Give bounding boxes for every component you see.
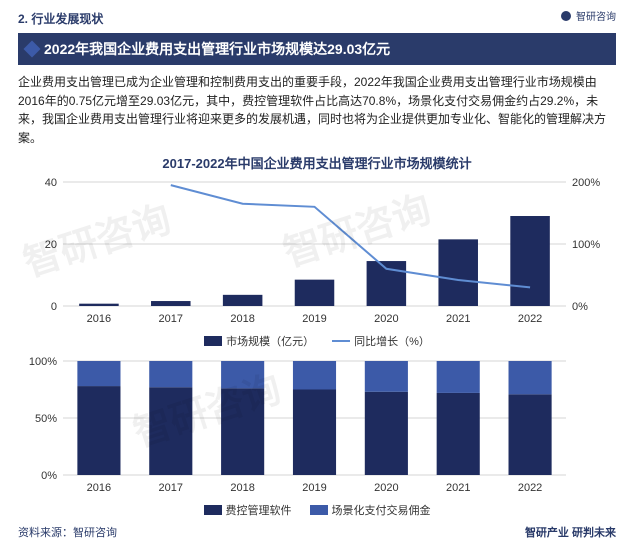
svg-text:2022: 2022 (518, 482, 542, 494)
combo-chart: 0 20 40 0% 100% 200% 2016 2017 2018 2019 2020 2021 2… (18, 176, 616, 326)
report-page: 智研咨询 智研咨询 智研咨询 2. 行业发展现状 智研咨询 2022年我国企业费… (0, 0, 634, 554)
svg-text:2017: 2017 (159, 482, 183, 494)
tagline: 智研产业 研判未来 (525, 524, 616, 540)
svg-text:2016: 2016 (87, 313, 111, 325)
svg-text:40: 40 (45, 177, 57, 189)
svg-text:2018: 2018 (230, 482, 254, 494)
title-bar: 2022年我国企业费用支出管理行业市场规模达29.03亿元 (18, 33, 616, 65)
svg-text:2021: 2021 (446, 313, 470, 325)
stacked-chart: 0% 50% 100% 2016 2017 2018 2019 2020 2021 2022 (18, 355, 616, 495)
svg-text:2018: 2018 (230, 313, 254, 325)
svg-text:200%: 200% (572, 177, 600, 189)
svg-text:2021: 2021 (446, 482, 470, 494)
legend-line: 同比增长（%） (354, 333, 430, 349)
svg-text:2022: 2022 (518, 313, 542, 325)
svg-text:2019: 2019 (302, 482, 326, 494)
body-text: 企业费用支出管理已成为企业管理和控制费用支出的重要手段，2022年我国企业费用支… (18, 73, 616, 147)
svg-text:2020: 2020 (374, 313, 398, 325)
svg-text:2020: 2020 (374, 482, 398, 494)
title-text: 2022年我国企业费用支出管理行业市场规模达29.03亿元 (44, 39, 390, 59)
svg-text:2016: 2016 (87, 482, 111, 494)
svg-text:50%: 50% (35, 413, 57, 425)
svg-text:2017: 2017 (159, 313, 183, 325)
svg-text:20: 20 (45, 239, 57, 251)
legend-seg2: 场景化支付交易佣金 (332, 502, 431, 518)
brand-name: 智研咨询 (576, 8, 616, 23)
svg-text:100%: 100% (572, 239, 600, 251)
footer: 资料来源：智研咨询 智研产业 研判未来 (18, 524, 616, 540)
svg-text:0%: 0% (572, 301, 588, 313)
legend-bar: 市场规模（亿元） (226, 333, 314, 349)
svg-text:0%: 0% (41, 470, 57, 482)
diamond-icon (24, 41, 41, 58)
chart1-legend: 市场规模（亿元） 同比增长（%） (18, 333, 616, 349)
brand-logo-top: 智研咨询 (560, 8, 616, 23)
section-label: 2. 行业发展现状 (18, 10, 616, 27)
chart1-title: 2017-2022年中国企业费用支出管理行业市场规模统计 (18, 153, 616, 172)
legend-seg1: 费控管理软件 (226, 502, 292, 518)
svg-text:0: 0 (51, 301, 57, 313)
source-text: 资料来源：智研咨询 (18, 524, 117, 540)
svg-text:100%: 100% (29, 356, 57, 368)
chart2-legend: 费控管理软件 场景化支付交易佣金 (18, 502, 616, 518)
svg-text:2019: 2019 (302, 313, 326, 325)
